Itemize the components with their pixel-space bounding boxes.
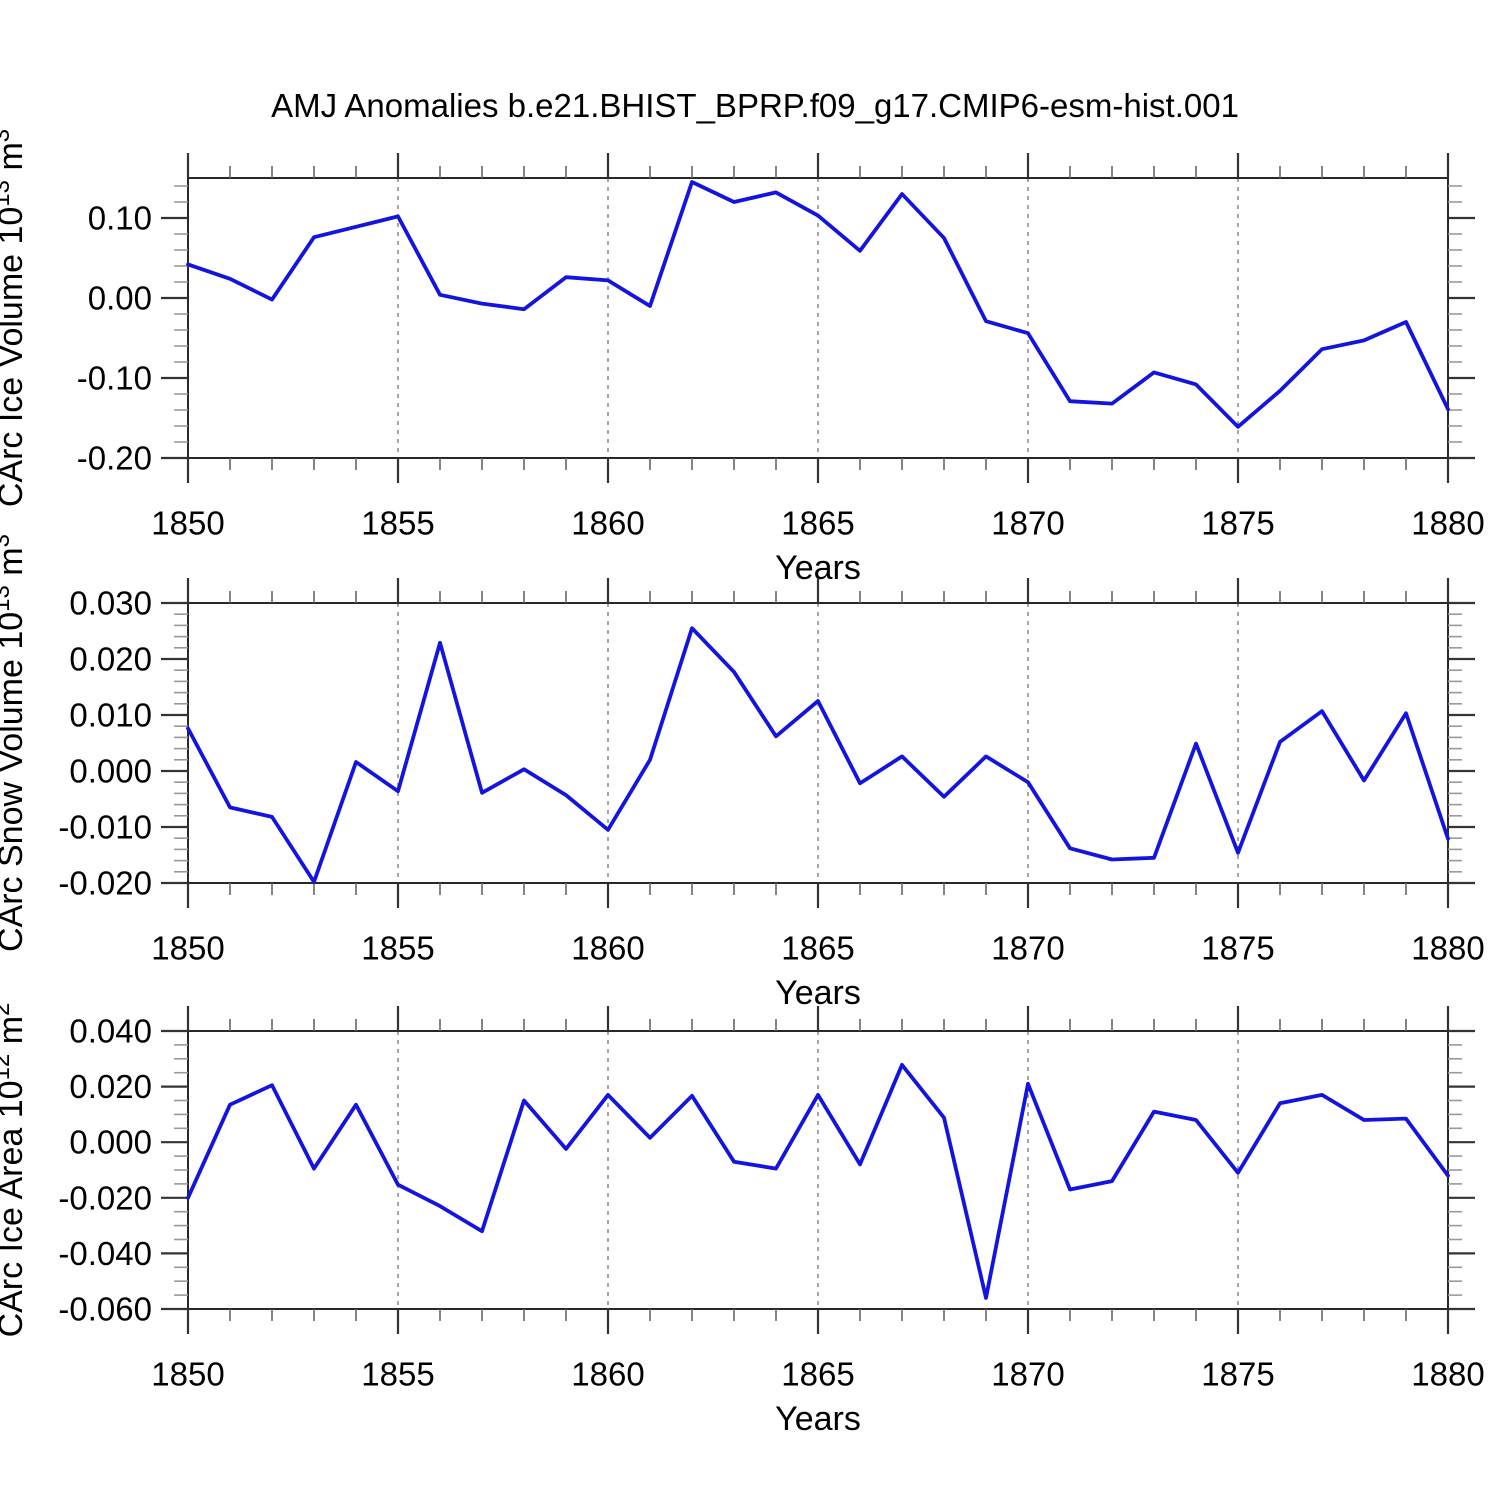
x-tick-label: 1865 [781,1356,854,1393]
x-axis-title-ice-area: Years [775,1400,861,1438]
x-tick-label: 1880 [1411,1356,1484,1393]
x-tick-label: 1850 [151,930,224,967]
y-tick-label: 0.010 [69,697,152,734]
y-tick-label: -0.20 [77,440,152,477]
panels-group: 1850 1855 1860 1865 1870 1875 1880 0.10 0.00 -0.1… [0,129,1485,1438]
x-tick-label: 1855 [361,1356,434,1393]
y-tick-label: -0.10 [77,360,152,397]
y-tick-label: 0.000 [69,1124,152,1161]
y-axis-title-ice-area: CArc Ice Area 1012​ m2​ [0,1003,30,1338]
x-tick-label: 1875 [1201,930,1274,967]
x-tick-label: 1860 [571,930,644,967]
y-tick-label: -0.020 [58,1179,152,1216]
x-tick-label: 1870 [991,1356,1064,1393]
x-tick-label: 1870 [991,505,1064,542]
y-axis-title-ice-volume: CArc Ice Volume 1013​ m3​ [0,129,30,507]
x-tick-label: 1850 [151,505,224,542]
y-tick-label: 0.020 [69,1068,152,1105]
x-tick-label: 1855 [361,505,434,542]
x-tick-label: 1875 [1201,1356,1274,1393]
panel-snow-volume: 1850 1855 1860 1865 1870 1875 1880 0.030 0.020 0.… [0,534,1485,1012]
x-tick-label: 1860 [571,505,644,542]
y-tick-label: 0.020 [69,641,152,678]
y-tick-label: 0.040 [69,1013,152,1050]
data-line-ice-area [186,1063,1450,1300]
x-tick-label: 1865 [781,505,854,542]
x-tick-label: 1860 [571,1356,644,1393]
y-tick-label: -0.060 [58,1291,152,1328]
panel-ice-area: 1850 1855 1860 1865 1870 1875 1880 0.040 0.020 0.… [0,1003,1485,1438]
x-axis-title-snow-volume: Years [775,974,861,1012]
y-tick-label: -0.010 [58,809,152,846]
x-tick-label: 1850 [151,1356,224,1393]
x-tick-label: 1870 [991,930,1064,967]
x-tick-label: 1855 [361,930,434,967]
y-tick-label: -0.020 [58,865,152,902]
y-axis-title-snow-volume: CArc Snow Volume 1013​ m3​ [0,534,30,952]
y-tick-label: 0.00 [88,280,152,317]
y-tick-label: 0.030 [69,585,152,622]
x-tick-label: 1880 [1411,505,1484,542]
y-tick-label: 0.000 [69,753,152,790]
figure-title: AMJ Anomalies b.e21.BHIST_BPRP.f09_g17.C… [271,87,1239,124]
x-tick-label: 1875 [1201,505,1274,542]
y-tick-label: -0.040 [58,1235,152,1272]
y-tick-label: 0.10 [88,200,152,237]
panel-ice-volume: 1850 1855 1860 1865 1870 1875 1880 0.10 0.00 -0.1… [0,129,1485,587]
x-tick-label: 1865 [781,930,854,967]
data-line-ice-volume [186,180,1450,429]
data-line-snow-volume [186,626,1450,884]
x-tick-label: 1880 [1411,930,1484,967]
